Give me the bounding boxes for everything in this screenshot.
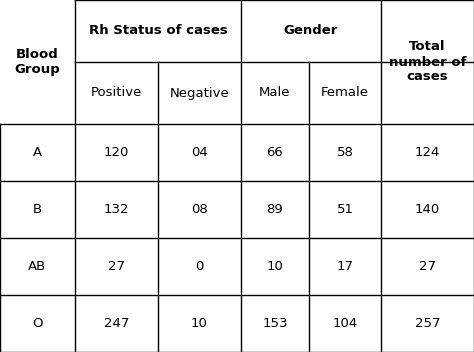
- Text: Gender: Gender: [284, 25, 338, 38]
- Text: 89: 89: [266, 203, 283, 216]
- Text: 04: 04: [191, 146, 208, 159]
- Text: B: B: [33, 203, 42, 216]
- Text: Total
number of
cases: Total number of cases: [389, 40, 466, 83]
- Text: 257: 257: [415, 317, 440, 330]
- Text: A: A: [33, 146, 42, 159]
- Text: 124: 124: [415, 146, 440, 159]
- Text: 66: 66: [266, 146, 283, 159]
- Text: 08: 08: [191, 203, 208, 216]
- Text: Positive: Positive: [91, 87, 142, 100]
- Text: Negative: Negative: [170, 87, 229, 100]
- Text: Female: Female: [321, 87, 369, 100]
- Text: 10: 10: [266, 260, 283, 273]
- Text: Rh Status of cases: Rh Status of cases: [89, 25, 228, 38]
- Text: 153: 153: [262, 317, 288, 330]
- Text: 51: 51: [337, 203, 354, 216]
- Text: 27: 27: [108, 260, 125, 273]
- Text: 247: 247: [104, 317, 129, 330]
- Text: 58: 58: [337, 146, 354, 159]
- Text: 140: 140: [415, 203, 440, 216]
- Text: O: O: [32, 317, 43, 330]
- Text: 104: 104: [332, 317, 357, 330]
- Text: 27: 27: [419, 260, 436, 273]
- Text: Blood
Group: Blood Group: [15, 48, 60, 76]
- Text: 17: 17: [337, 260, 354, 273]
- Text: Male: Male: [259, 87, 291, 100]
- Text: 120: 120: [104, 146, 129, 159]
- Text: 132: 132: [104, 203, 129, 216]
- Text: 10: 10: [191, 317, 208, 330]
- Text: AB: AB: [28, 260, 46, 273]
- Text: 0: 0: [195, 260, 204, 273]
